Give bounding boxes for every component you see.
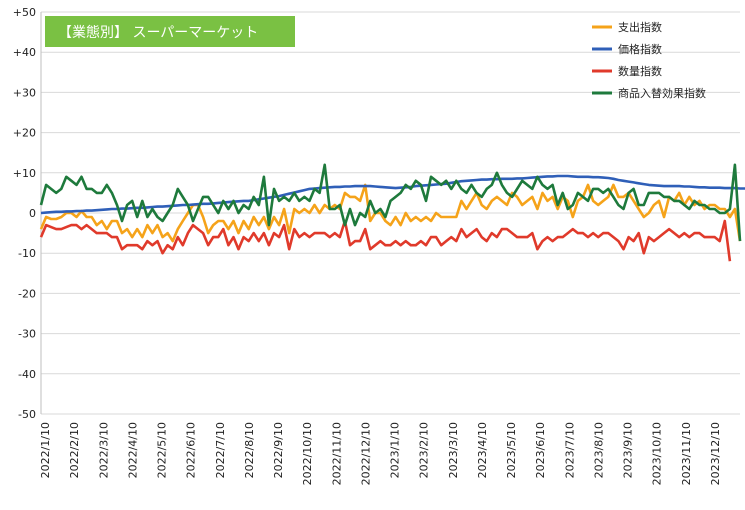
x-tick-label: 2023/5/10 [505,422,518,478]
x-tick-label: 2022/5/10 [156,422,169,478]
chart-title-background [45,16,295,47]
x-tick-label: 2022/11/10 [330,422,343,485]
x-tick-label: 2023/12/10 [709,422,722,485]
x-tick-label: 2022/6/10 [185,422,198,478]
x-tick-label: 2023/3/10 [447,422,460,478]
x-tick-label: 2023/7/10 [563,422,576,478]
chart-title-box: 【業態別】 スーパーマーケット [45,16,295,47]
y-tick-label: -30 [18,328,36,341]
x-tick-label: 2023/10/10 [651,422,664,485]
x-tick-label: 2023/4/10 [476,422,489,478]
legend-label: 商品入替効果指数 [618,86,706,100]
y-tick-label: +20 [13,127,36,140]
y-tick-label: +40 [13,46,36,59]
x-tick-label: 2023/11/10 [680,422,693,485]
y-tick-label: -20 [18,287,36,300]
y-tick-label: +50 [13,6,36,19]
series-line-2 [39,219,732,262]
x-tick-label: 2022/10/10 [301,422,314,485]
y-tick-label: -50 [18,408,36,421]
y-tick-label: +30 [13,86,36,99]
x-tick-label: 2023/9/10 [622,422,635,478]
legend-label: 数量指数 [618,64,662,78]
series-line-1 [40,174,745,215]
series-line-3 [39,163,742,242]
y-axis-tick-labels: +50 +40 +30 +20 +10 0 -10 -20 -30 -40 -50 [13,6,36,421]
x-tick-label: 2023/1/10 [389,422,402,478]
x-tick-label: 2023/8/10 [592,422,605,478]
y-tick-label: 0 [29,207,36,220]
chart-title: 【業態別】 スーパーマーケット [58,25,258,41]
legend-label: 支出指数 [618,20,662,34]
x-tick-label: 2023/6/10 [534,422,547,478]
y-tick-label: -10 [18,247,36,260]
x-tick-label: 2022/9/10 [272,422,285,478]
x-tick-label: 2022/3/10 [97,422,110,478]
x-tick-label: 2023/2/10 [418,422,431,478]
series-line-0 [39,183,742,243]
x-tick-label: 2022/8/10 [243,422,256,478]
grid-lines [40,11,740,415]
x-tick-label: 2022/2/10 [68,422,81,478]
legend-label: 価格指数 [618,42,662,56]
x-tick-label: 2022/4/10 [126,422,139,478]
x-axis-tick-labels: 2022/1/10 2022/2/10 2022/3/10 2022/4/10 2022… [39,422,722,485]
x-tick-label: 2022/12/10 [359,422,372,485]
x-tick-label: 2022/7/10 [214,422,227,478]
y-tick-label: +10 [13,167,36,180]
x-tick-label: 2022/1/10 [39,422,52,478]
y-tick-label: -40 [18,368,36,381]
series-lines [39,163,745,262]
